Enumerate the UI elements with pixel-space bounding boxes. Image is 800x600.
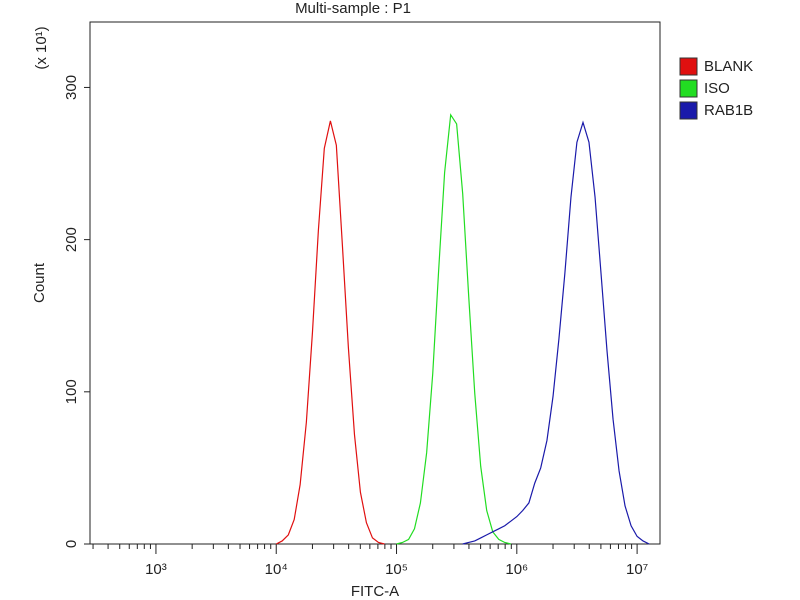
x-tick-label: 10⁷	[626, 561, 648, 578]
legend-swatch	[679, 57, 698, 76]
y-tick-label: 100	[63, 379, 80, 404]
y-tick-label: 300	[63, 75, 80, 100]
y-tick-label: 0	[63, 540, 80, 548]
series-line	[396, 113, 511, 545]
x-tick-label: 10⁵	[385, 561, 408, 578]
legend-swatch	[679, 79, 698, 98]
legend-label: ISO	[704, 80, 730, 97]
plot-frame	[89, 21, 661, 545]
chart-title: Multi-sample : P1	[295, 0, 411, 17]
x-tick-label: 10⁴	[265, 561, 288, 578]
series-line	[275, 120, 385, 545]
x-tick-label: 10⁶	[505, 561, 528, 578]
x-tick-label: 10³	[145, 561, 167, 578]
x-axis-label: FITC-A	[351, 583, 399, 600]
y-axis-label: Count	[31, 262, 48, 303]
legend-label: RAB1B	[704, 102, 753, 119]
series-line	[462, 120, 650, 545]
y-scale-label: (x 10¹)	[33, 26, 50, 69]
legend-label: BLANK	[704, 58, 753, 75]
legend-swatch	[679, 101, 698, 120]
y-tick-label: 200	[63, 227, 80, 252]
